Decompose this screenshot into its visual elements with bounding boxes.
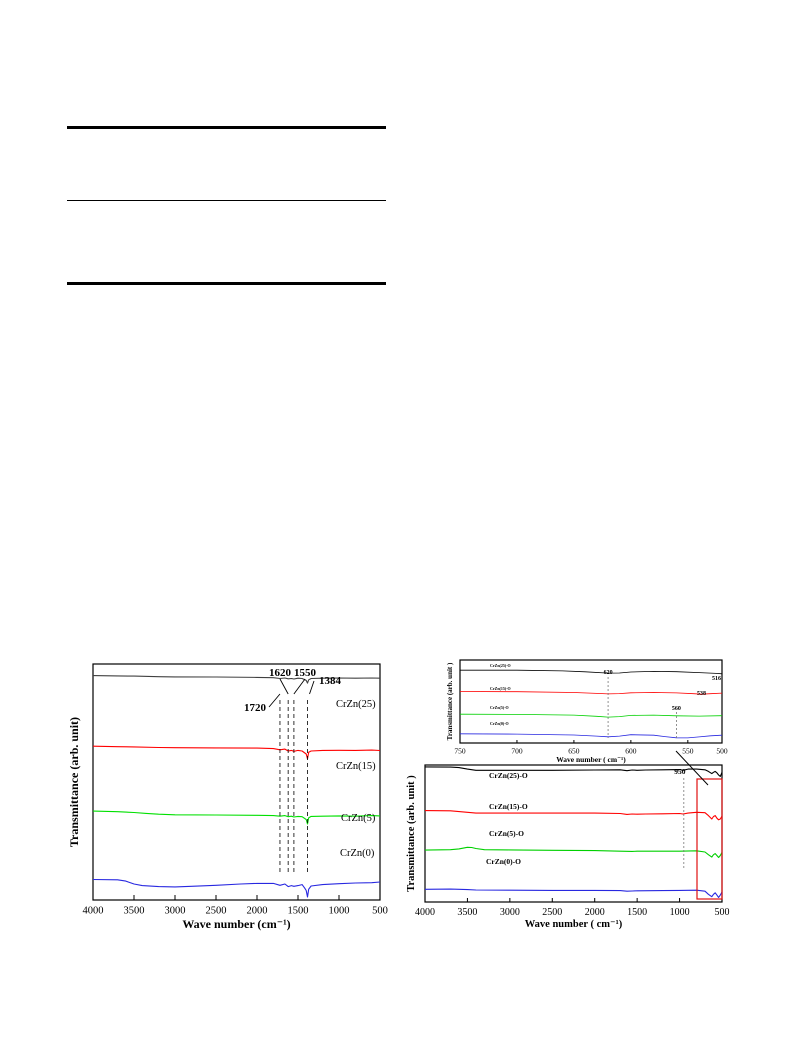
series-label: CrZn(5)-O [490,705,509,710]
x-tick-label: 1000 [329,906,350,917]
series-line-CrZn(25)-O [460,669,722,675]
series-line-CrZn(5)-O [460,713,722,718]
x-tick-label: 2500 [542,907,562,918]
x-tick-label: 750 [454,747,466,756]
x-tick-label: 500 [716,747,728,756]
series-label: CrZn(5)-O [489,829,524,838]
peak-label: 1384 [319,675,342,687]
series-label: CrZn(15) [336,761,376,772]
x-tick-label: 3500 [457,907,477,918]
series-line-CrZn(5)-O [425,846,722,859]
x-tick-label: 1000 [670,907,690,918]
bottom-rule [67,282,386,285]
zoom-connector-line [675,750,709,786]
zoom-region-box [696,778,723,900]
x-tick-label: 600 [625,747,637,756]
x-tick-label: 1500 [627,907,647,918]
series-label: CrZn(0)-O [486,857,521,866]
plot-frame [459,659,723,744]
x-tick-label: 650 [568,747,580,756]
x-axis-label: Wave number ( cm⁻¹) [556,755,626,764]
y-axis-label: Transmittance (arb. unit ) [446,662,454,740]
peak-arrow [293,678,306,695]
series-label: CrZn(25) [336,699,376,710]
peak-label: 620 [604,670,613,676]
x-tick-label: 1500 [288,906,309,917]
x-tick-label: 3500 [124,906,145,917]
middle-rule [67,200,386,202]
x-tick-label: 3000 [165,906,186,917]
series-line-CrZn(15)-O [460,691,722,695]
x-tick-label: 500 [372,906,388,917]
series-line-CrZn(5) [93,810,380,825]
series-label: CrZn(25)-O [490,663,511,668]
series-line-CrZn(0)-O [425,888,722,898]
series-label: CrZn(25)-O [489,771,528,780]
series-line-CrZn(0) [93,878,380,898]
plot-frame [92,663,381,901]
top-rule [67,126,386,129]
peak-arrow [268,693,281,708]
series-line-CrZn(25)-O [425,766,722,777]
y-axis-label: Transmittance (arb. unit) [67,717,81,847]
x-tick-label: 2000 [247,906,268,917]
x-tick-label: 550 [682,747,694,756]
peak-label: 1620 [269,667,292,679]
series-line-CrZn(15)-O [425,810,722,821]
series-label: CrZn(5) [341,813,376,824]
x-tick-label: 2000 [585,907,605,918]
series-line-CrZn(15) [93,745,380,760]
peak-label: 516 [712,676,721,682]
peak-label: 1550 [294,667,317,679]
x-axis-label: Wave number (cm⁻¹) [182,917,290,931]
series-label: CrZn(0)-O [490,721,509,726]
x-tick-label: 4000 [83,906,104,917]
series-line-CrZn(25) [93,675,380,684]
x-tick-label: 700 [511,747,523,756]
peak-arrow [279,678,289,695]
peak-label: 538 [697,691,706,697]
x-tick-label: 500 [715,907,730,918]
peak-label: 950 [674,767,686,776]
x-tick-label: 2500 [206,906,227,917]
series-line-CrZn(0)-O [460,733,722,739]
series-label: CrZn(0) [340,848,375,859]
peak-arrow [309,680,315,695]
x-tick-label: 4000 [415,907,435,918]
series-label: CrZn(15)-O [489,802,528,811]
series-label: CrZn(15)-O [490,686,511,691]
y-axis-label: Transmittance (arb. unit ) [406,775,417,892]
x-tick-label: 3000 [500,907,520,918]
peak-label: 560 [672,706,681,712]
peak-label: 1720 [244,702,267,714]
x-axis-label: Wave number ( cm⁻¹) [525,919,623,930]
